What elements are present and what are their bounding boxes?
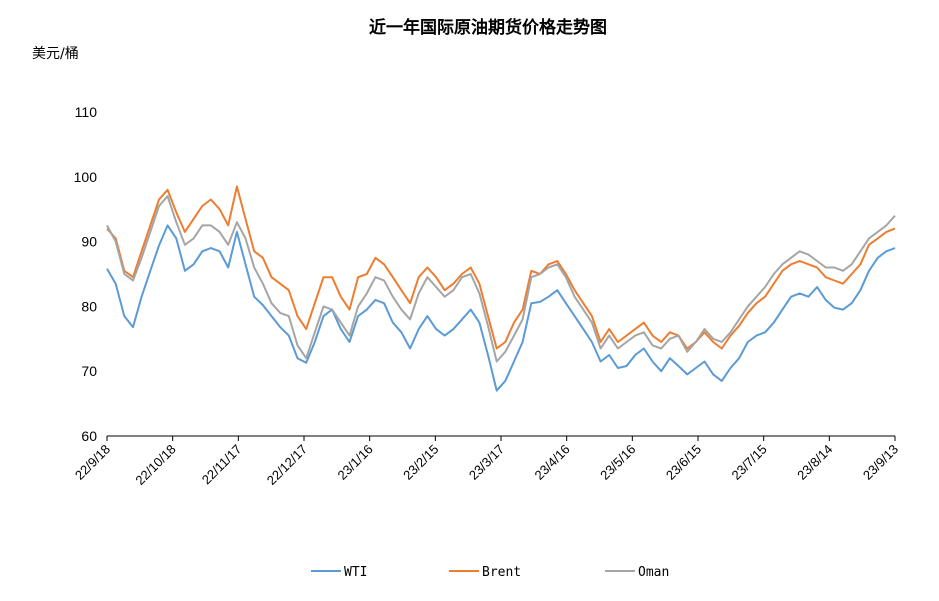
x-tick-label: 23/7/15 (729, 442, 770, 483)
y-axis-ticks: 60 70 80 90 100 110 (74, 104, 98, 444)
y-tick-label: 100 (74, 169, 98, 185)
x-tick-label: 22/12/17 (264, 442, 310, 488)
x-tick-label: 23/6/15 (663, 442, 704, 483)
legend-label-wti: WTI (344, 565, 367, 580)
x-tick-label: 23/8/14 (794, 442, 835, 483)
y-axis-unit-label: 美元/桶 (32, 46, 79, 62)
x-tick-label: 23/1/16 (335, 442, 376, 483)
series-line-wti (106, 224, 896, 392)
series-line-oman (106, 195, 896, 363)
series-line-brent (106, 185, 896, 350)
series-lines (106, 185, 896, 392)
legend: WTI Brent Oman (311, 565, 669, 580)
x-tick-label: 23/5/16 (597, 442, 638, 483)
x-tick-label: 23/4/16 (532, 442, 573, 483)
legend-label-oman: Oman (638, 565, 669, 580)
y-tick-label: 60 (81, 428, 97, 444)
x-tick-label: 23/3/17 (466, 442, 507, 483)
y-tick-label: 110 (75, 104, 98, 120)
x-tick-label: 23/2/15 (400, 442, 441, 483)
legend-label-brent: Brent (482, 565, 521, 580)
x-tick-label: 22/11/17 (199, 442, 245, 488)
y-tick-label: 70 (81, 363, 97, 379)
y-tick-label: 80 (81, 298, 97, 314)
x-tick-label: 23/9/13 (860, 442, 901, 483)
x-tick-label: 22/10/18 (132, 442, 178, 488)
y-tick-label: 90 (81, 234, 97, 250)
chart-title: 近一年国际原油期货价格走势图 (369, 17, 607, 38)
x-tick-label: 22/9/18 (72, 442, 113, 483)
x-axis: 22/9/18 22/10/18 22/11/17 22/12/17 23/1/16 23… (72, 435, 901, 488)
